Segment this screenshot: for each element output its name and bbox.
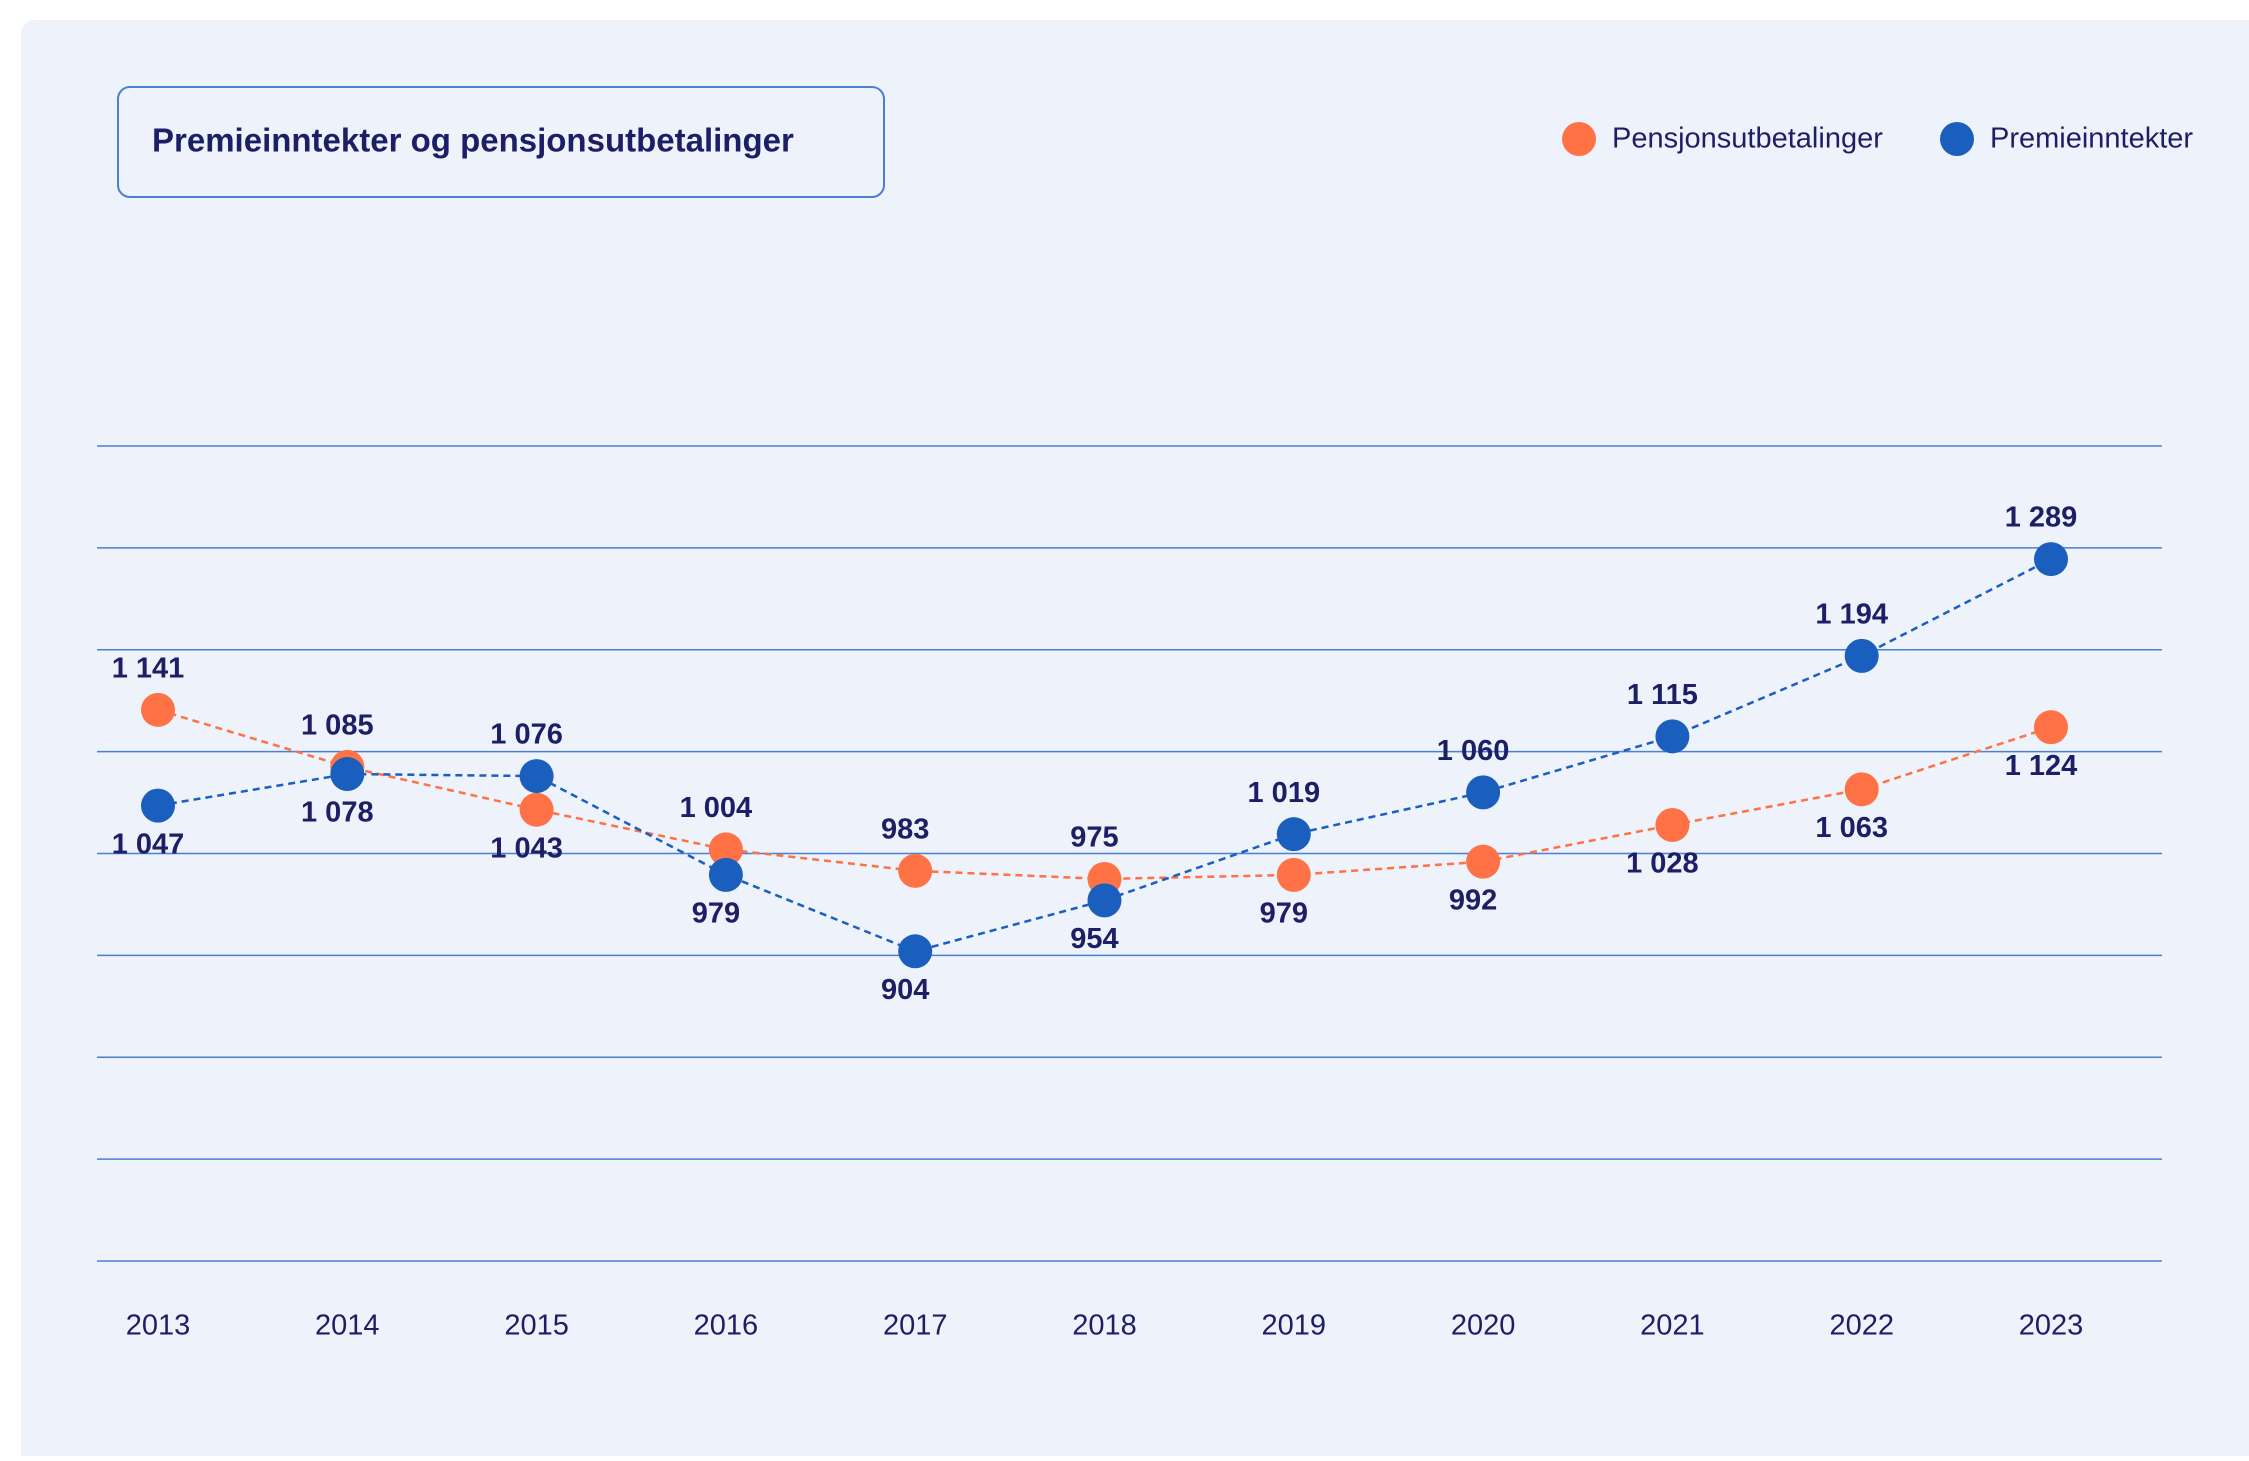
data-point xyxy=(519,759,554,794)
data-label: 904 xyxy=(881,974,929,1006)
data-label: 992 xyxy=(1449,884,1497,916)
x-tick-label: 2015 xyxy=(504,1310,569,1342)
data-label: 1 194 xyxy=(1815,599,1888,631)
data-label: 1 078 xyxy=(301,797,374,829)
legend-label: Premieinntekter xyxy=(1990,123,2193,155)
data-point xyxy=(519,792,554,827)
data-point xyxy=(1276,817,1311,852)
legend-marker xyxy=(1940,122,1974,156)
data-label: 975 xyxy=(1070,822,1118,854)
data-point xyxy=(1844,772,1879,807)
data-point xyxy=(1844,638,1879,673)
data-label: 1 063 xyxy=(1815,812,1888,844)
data-label: 1 043 xyxy=(490,832,563,864)
legend-marker xyxy=(1562,122,1596,156)
data-label: 979 xyxy=(692,898,740,930)
chart-title: Premieinntekter og pensjonsutbetalinger xyxy=(152,122,794,159)
legend-label: Pensjonsutbetalinger xyxy=(1612,123,1883,155)
data-label: 1 141 xyxy=(112,653,185,685)
x-tick-label: 2017 xyxy=(883,1310,948,1342)
data-label: 983 xyxy=(881,813,929,845)
x-tick-label: 2022 xyxy=(1829,1310,1894,1342)
data-point xyxy=(708,857,743,892)
x-tick-label: 2016 xyxy=(694,1310,759,1342)
title-box xyxy=(117,86,885,198)
data-point xyxy=(1655,807,1690,842)
x-tick-label: 2021 xyxy=(1640,1310,1705,1342)
series-line xyxy=(157,557,2052,953)
data-label: 1 076 xyxy=(490,719,563,751)
data-label: 1 115 xyxy=(1627,679,1698,711)
data-label: 1 004 xyxy=(680,792,753,824)
data-point xyxy=(1466,844,1501,879)
card xyxy=(21,20,2249,1461)
data-point xyxy=(898,934,933,969)
x-tick-label: 2013 xyxy=(126,1310,191,1342)
data-label: 1 289 xyxy=(2005,502,2078,534)
data-point xyxy=(141,788,175,823)
data-label: 1 060 xyxy=(1437,735,1510,767)
data-point xyxy=(1087,883,1122,918)
data-point xyxy=(708,832,743,867)
data-point xyxy=(1276,857,1311,892)
x-tick-label: 2014 xyxy=(315,1310,380,1342)
data-label: 1 047 xyxy=(112,828,185,860)
data-point xyxy=(1466,775,1501,810)
data-point xyxy=(2034,710,2068,745)
data-label: 1 028 xyxy=(1626,848,1699,880)
x-tick-label: 2020 xyxy=(1451,1310,1516,1342)
data-point xyxy=(2034,542,2068,577)
x-tick-label: 2019 xyxy=(1262,1310,1327,1342)
x-tick-label: 2023 xyxy=(2019,1310,2084,1342)
data-point xyxy=(1655,719,1690,754)
data-point xyxy=(898,853,933,888)
data-point xyxy=(330,757,365,792)
data-point xyxy=(141,692,175,727)
data-label: 954 xyxy=(1070,923,1118,955)
data-label: 1 124 xyxy=(2005,750,2078,782)
data-label: 1 085 xyxy=(301,710,374,742)
data-label: 1 019 xyxy=(1248,777,1321,809)
data-label: 979 xyxy=(1260,898,1308,930)
x-tick-label: 2018 xyxy=(1072,1310,1137,1342)
